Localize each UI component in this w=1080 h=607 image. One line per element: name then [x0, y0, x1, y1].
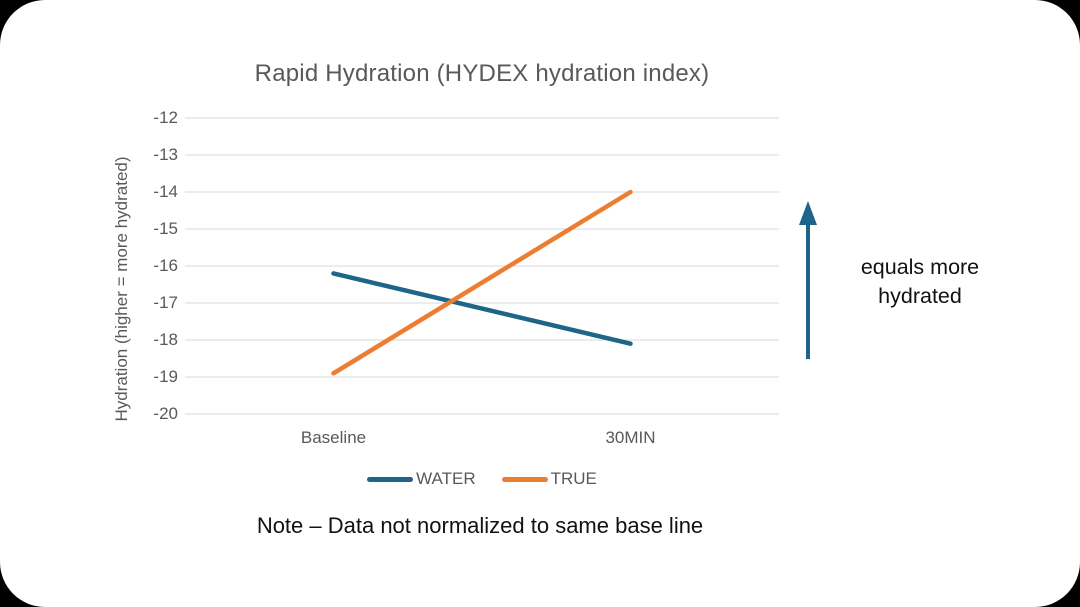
- y-axis-ticks: -20 -19 -18 -17 -16 -15 -14 -13 -12: [128, 108, 178, 423]
- legend-item-water: WATER: [367, 469, 476, 489]
- y-tick-label: -14: [153, 182, 178, 201]
- line-chart: [185, 117, 779, 415]
- x-axis-labels: Baseline 30MIN: [185, 428, 779, 450]
- y-tick-label: -20: [153, 404, 178, 423]
- legend-item-true: TRUE: [501, 469, 597, 489]
- y-tick-label: -15: [153, 219, 178, 238]
- y-tick-label: -18: [153, 330, 178, 349]
- series-line-true: [331, 189, 633, 376]
- legend-swatch: [501, 476, 548, 482]
- y-tick-label: -13: [153, 145, 178, 164]
- y-tick-label: -19: [153, 367, 178, 386]
- legend-label: TRUE: [550, 469, 597, 488]
- legend-swatch: [367, 476, 414, 482]
- chart-title: Rapid Hydration (HYDEX hydration index): [254, 60, 710, 87]
- x-axis-label-30min: 30MIN: [605, 428, 656, 447]
- plot-area: [185, 117, 779, 415]
- note-text: Note – Data not normalized to same base …: [256, 513, 704, 538]
- up-arrow-icon: [799, 201, 817, 359]
- y-tick-label: -16: [153, 256, 178, 275]
- y-tick-label: -12: [153, 108, 178, 127]
- x-axis-label-baseline: Baseline: [300, 428, 367, 447]
- y-tick-label: -17: [153, 293, 178, 312]
- chart-legend: WATER TRUE: [185, 469, 779, 489]
- legend-label: WATER: [416, 469, 476, 488]
- annotation-label: equals more hydrated: [860, 255, 980, 308]
- series-line-water: [331, 271, 633, 346]
